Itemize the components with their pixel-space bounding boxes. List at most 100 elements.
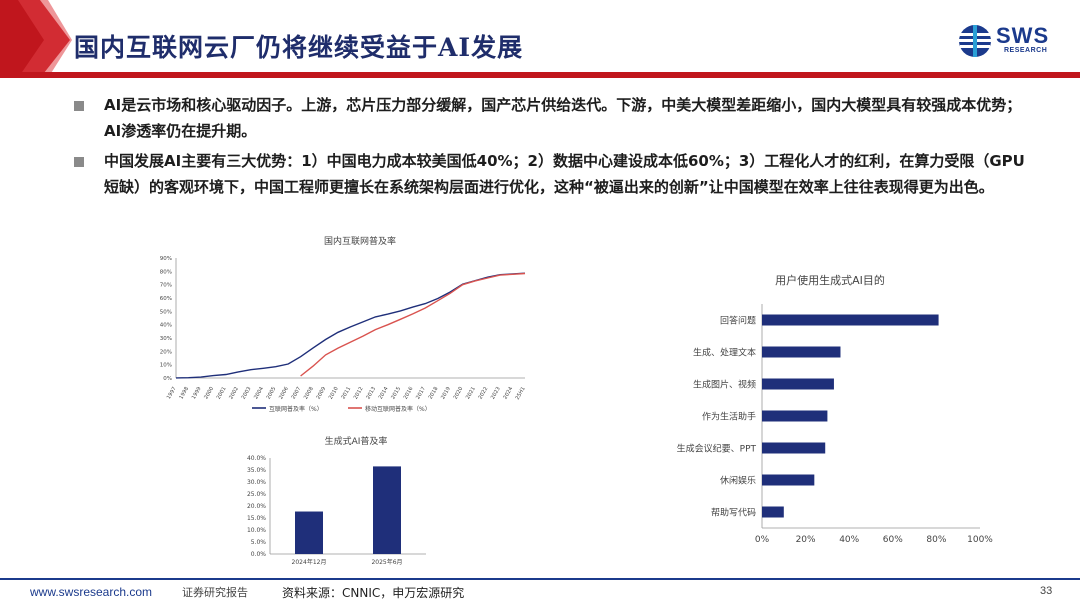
legend-label: 移动互联网普及率（%） — [365, 405, 431, 413]
bar — [762, 506, 784, 518]
x-tick-label: 2006 — [278, 386, 290, 400]
x-tick-label: 2000 — [203, 386, 215, 400]
category-label: 生成、处理文本 — [693, 347, 756, 359]
y-tick-label: 90% — [160, 256, 172, 262]
x-tick-label: 2021 — [465, 386, 477, 400]
footer-report-label: 证券研究报告 — [182, 586, 248, 599]
x-tick-label: 2018 — [428, 386, 440, 400]
y-tick-label: 20.0% — [247, 503, 266, 510]
x-tick-label: 2015 — [390, 386, 402, 400]
x-tick-label: 2014 — [378, 385, 390, 400]
x-tick-label: 1998 — [178, 386, 190, 400]
x-tick-label: 2004 — [253, 385, 265, 400]
x-tick-label: 1997 — [166, 386, 178, 400]
bullet-text: AI是云市场和核心驱动因子。上游，芯片压力部分缓解，国产芯片供给迭代。下游，中美… — [104, 96, 1022, 140]
banner-red-underline — [0, 72, 1080, 78]
chart-title: 生成式AI普及率 — [325, 435, 388, 447]
x-tick-label: 2024年12月 — [292, 558, 327, 566]
x-tick-label: 2024 — [502, 385, 514, 400]
category-label: 作为生活助手 — [702, 411, 756, 423]
x-tick-label: 2013 — [365, 386, 377, 400]
title-banner — [0, 0, 1080, 78]
x-tick-label: 0% — [755, 535, 770, 545]
x-tick-label: 100% — [967, 535, 993, 545]
y-tick-label: 0% — [163, 376, 172, 382]
x-tick-label: 2007 — [291, 386, 303, 400]
page-number: 33 — [1040, 585, 1053, 597]
x-tick-label: 2012 — [353, 386, 365, 400]
category-label: 回答问题 — [720, 315, 756, 327]
sws-logo: SWS RESEARCH — [958, 22, 1058, 60]
y-tick-label: 10% — [160, 363, 172, 369]
y-tick-label: 60% — [160, 296, 172, 302]
series-line — [175, 272, 526, 379]
bullet-item: AI是云市场和核心驱动因子。上游，芯片压力部分缓解，国产芯片供给迭代。下游，中美… — [74, 92, 1034, 144]
y-tick-label: 35.0% — [247, 467, 266, 474]
internet-penetration-chart: 国内互联网普及率 0% 10% 20% 30% 40% 50% 60% 70% 80% 90% 19… — [160, 235, 527, 413]
x-tick-label: 2008 — [303, 386, 315, 400]
bar — [295, 511, 323, 554]
bullet-item: 中国发展AI主要有三大优势：1）中国电力成本较美国低40%；2）数据中心建设成本… — [74, 148, 1034, 200]
footer-url-link[interactable]: www.swsresearch.com — [30, 585, 153, 599]
globe-icon — [959, 25, 991, 57]
bullet-square-icon — [74, 101, 84, 111]
x-tick-label: 25H1 — [515, 386, 527, 401]
category-label: 生成图片、视频 — [693, 379, 756, 391]
bar — [762, 474, 815, 486]
y-tick-label: 50% — [160, 309, 172, 315]
page-title: 国内互联网云厂仍将继续受益于AI发展 — [74, 33, 524, 62]
bar — [762, 346, 841, 358]
category-label: 帮助写代码 — [711, 507, 756, 519]
bullet-text: 中国发展AI主要有三大优势：1）中国电力成本较美国低40%；2）数据中心建设成本… — [104, 152, 1025, 196]
genai-purpose-chart: 用户使用生成式AI目的 0% 20% 40% 60% 80% 100% 回答问题生成、处理文… — [677, 273, 994, 545]
logo-wordmark: SWS — [996, 23, 1050, 48]
y-tick-label: 40% — [160, 323, 172, 329]
x-tick-label: 2022 — [478, 386, 490, 400]
bar — [762, 378, 834, 390]
x-tick-label: 2009 — [316, 386, 328, 400]
x-tick-label: 2016 — [403, 386, 415, 400]
x-tick-label: 1999 — [191, 386, 203, 400]
category-label: 休闲娱乐 — [720, 475, 756, 487]
bullet-square-icon — [74, 157, 84, 167]
legend-label: 互联网普及率（%） — [269, 405, 323, 413]
series-line — [300, 272, 526, 377]
y-tick-label: 15.0% — [247, 515, 266, 522]
x-tick-label: 2025年6月 — [371, 558, 402, 566]
bar — [762, 442, 826, 454]
y-tick-label: 80% — [160, 269, 172, 275]
y-tick-label: 30% — [160, 336, 172, 342]
x-tick-label: 2001 — [216, 386, 228, 400]
y-tick-label: 10.0% — [247, 527, 266, 534]
x-tick-label: 2023 — [490, 386, 502, 400]
y-tick-label: 25.0% — [247, 491, 266, 498]
category-label: 生成会议纪要、PPT — [677, 443, 757, 455]
x-tick-label: 2017 — [415, 386, 427, 400]
x-tick-label: 2005 — [266, 386, 278, 400]
bullet-list: AI是云市场和核心驱动因子。上游，芯片压力部分缓解，国产芯片供给迭代。下游，中美… — [74, 92, 1034, 204]
x-tick-label: 20% — [796, 535, 816, 545]
footer-source: 资料来源：CNNIC，申万宏源研究 — [282, 586, 465, 600]
y-tick-label: 5.0% — [251, 539, 267, 546]
bar — [762, 314, 939, 326]
chart-title: 国内互联网普及率 — [324, 235, 396, 247]
y-tick-label: 40.0% — [247, 455, 266, 462]
y-tick-label: 70% — [160, 283, 172, 289]
y-tick-label: 20% — [160, 349, 172, 355]
banner-red-fold — [18, 0, 72, 78]
x-tick-label: 2019 — [440, 386, 452, 400]
bar — [762, 410, 828, 422]
footer-divider — [0, 578, 1080, 580]
x-tick-label: 2011 — [340, 386, 352, 400]
x-tick-label: 2003 — [241, 386, 253, 400]
x-tick-label: 60% — [883, 535, 903, 545]
chart-title: 用户使用生成式AI目的 — [775, 273, 885, 287]
x-tick-label: 80% — [926, 535, 946, 545]
x-tick-label: 2020 — [453, 386, 465, 400]
bar — [373, 466, 401, 554]
y-tick-label: 0.0% — [251, 551, 267, 558]
x-tick-label: 40% — [839, 535, 859, 545]
y-tick-label: 30.0% — [247, 479, 266, 486]
genai-penetration-chart: 生成式AI普及率 0.0% 5.0% 10.0% 15.0% 20.0% 25.0% 30.… — [247, 435, 426, 566]
x-tick-label: 2010 — [328, 386, 340, 400]
